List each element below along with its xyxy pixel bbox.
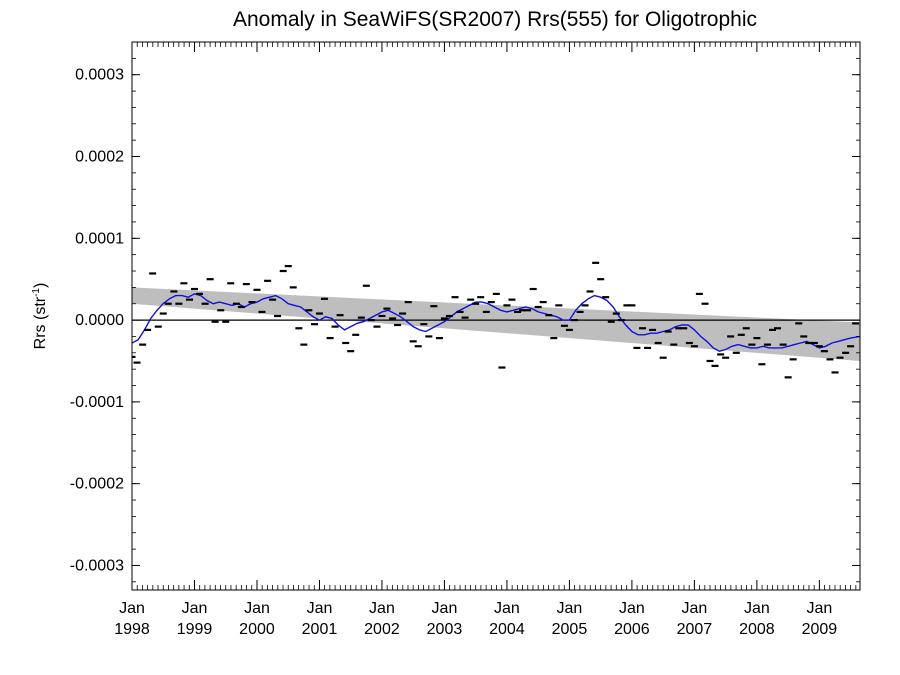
trend-confidence-band (132, 287, 860, 361)
x-tick-month-label: Jan (682, 600, 708, 617)
x-tick-month-label: Jan (432, 600, 458, 617)
trend-band-layer (132, 287, 860, 361)
y-axis-title: Rrs (str-1) (31, 283, 49, 350)
monthly-anomaly-layer (132, 261, 860, 379)
x-tick-month-label: Jan (557, 600, 583, 617)
y-tick-label: -0.0003 (70, 557, 124, 574)
y-tick-label: -0.0002 (70, 476, 124, 493)
x-tick-year-label: 2006 (614, 621, 650, 638)
x-tick-month-label: Jan (182, 600, 208, 617)
y-axis-title-close: ) (32, 283, 49, 288)
x-tick-year-label: 2001 (302, 621, 338, 638)
x-tick-month-label: Jan (494, 600, 520, 617)
x-tick-year-label: 2004 (489, 621, 525, 638)
x-tick-month-label: Jan (744, 600, 770, 617)
y-tick-label: 0.0000 (75, 312, 124, 329)
x-tick-labels: Jan 1998 Jan 1999 Jan 2000 Jan 2001 Jan 2002 Jan 20… (114, 600, 837, 638)
x-tick-year-label: 2008 (739, 621, 775, 638)
y-axis-title-main: Rrs (str (32, 296, 49, 349)
x-tick-year-label: 1999 (177, 621, 213, 638)
x-tick-year-label: 2002 (364, 621, 400, 638)
x-tick-year-label: 2007 (677, 621, 713, 638)
x-tick-year-label: 2003 (427, 621, 463, 638)
axis-ticks (131, 41, 860, 590)
x-tick-year-label: 2000 (239, 621, 275, 638)
y-tick-label: 0.0002 (75, 149, 124, 166)
y-tick-label: 0.0003 (75, 67, 124, 84)
x-tick-month-label: Jan (119, 600, 145, 617)
x-tick-year-label: 2009 (802, 621, 838, 638)
x-tick-year-label: 2005 (552, 621, 588, 638)
y-tick-labels: 0.0003 0.0002 0.0001 0.0000 -0.0001 -0.0002 -0… (70, 67, 124, 575)
plot-frame (131, 41, 861, 591)
x-tick-month-label: Jan (244, 600, 270, 617)
y-tick-label: 0.0001 (75, 230, 124, 247)
x-tick-month-label: Jan (307, 600, 333, 617)
x-tick-month-label: Jan (619, 600, 645, 617)
chart-title: Anomaly in SeaWiFS(SR2007) Rrs(555) for … (232, 8, 758, 31)
y-axis-title-superscript: -1 (31, 288, 42, 297)
y-tick-label: -0.0001 (70, 394, 124, 411)
x-tick-month-label: Jan (369, 600, 395, 617)
x-tick-month-label: Jan (806, 600, 832, 617)
x-tick-year-label: 1998 (114, 621, 150, 638)
